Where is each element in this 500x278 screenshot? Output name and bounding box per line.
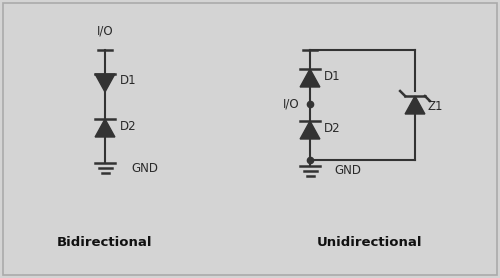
Text: D2: D2 xyxy=(120,120,136,133)
Polygon shape xyxy=(95,74,115,92)
Polygon shape xyxy=(300,121,320,139)
Text: GND: GND xyxy=(334,165,361,177)
Text: D1: D1 xyxy=(324,70,340,83)
Polygon shape xyxy=(95,119,115,137)
Text: Bidirectional: Bidirectional xyxy=(57,237,153,249)
Text: GND: GND xyxy=(131,162,158,175)
Polygon shape xyxy=(300,69,320,87)
Text: Z1: Z1 xyxy=(427,101,442,113)
Text: D2: D2 xyxy=(324,121,340,135)
Text: I/O: I/O xyxy=(96,25,114,38)
Text: I/O: I/O xyxy=(284,98,300,110)
Text: Unidirectional: Unidirectional xyxy=(318,237,423,249)
Polygon shape xyxy=(405,96,425,114)
Text: D1: D1 xyxy=(120,75,136,88)
